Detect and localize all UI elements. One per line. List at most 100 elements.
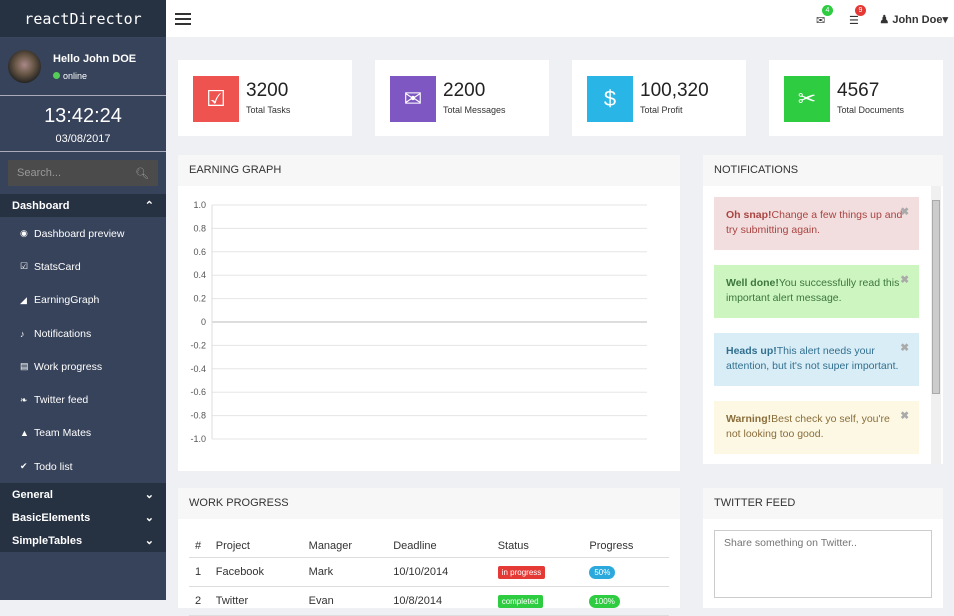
column-header: Deadline <box>387 535 492 558</box>
progress-badge: 50% <box>589 565 616 579</box>
stat-value: 3200 <box>246 80 289 101</box>
progress-badge: 100% <box>589 594 620 608</box>
nav-label: Twitter feed <box>34 394 89 407</box>
nav-label: Dashboard preview <box>34 227 125 240</box>
list-count-badge: 9 <box>855 5 866 16</box>
nav-tables-label: SimpleTables <box>12 534 83 547</box>
close-icon[interactable]: ✖ <box>900 410 909 422</box>
stat-label: Total Tasks <box>246 105 291 115</box>
tweet-input[interactable] <box>714 530 932 598</box>
nav-item-work-progress[interactable]: ▤ Work progress <box>0 350 166 384</box>
alert-title: Heads up! <box>726 345 777 357</box>
nav-label: Team Mates <box>34 427 92 440</box>
user-menu-label: John Doe <box>892 14 943 26</box>
deadline: 10/8/2014 <box>387 586 492 616</box>
notifications-panel: NOTIFICATIONS Oh snap!Change a few thing… <box>703 155 943 464</box>
search-icon[interactable]: 🔍︎ <box>135 167 149 180</box>
chevron-up-icon: ⌃ <box>144 200 154 212</box>
y-tick-label: 0.2 <box>193 294 206 304</box>
stat-label: Total Profit <box>640 105 683 115</box>
nav-general[interactable]: General ⌄ <box>0 483 166 507</box>
scrollbar[interactable] <box>931 186 941 464</box>
paperclip-icon: ✂ <box>784 76 830 122</box>
nav-label: Notifications <box>34 327 92 340</box>
scrollbar-thumb[interactable] <box>932 200 940 394</box>
column-header: Project <box>209 535 303 558</box>
chevron-down-icon: ⌄ <box>144 512 154 525</box>
twitter-icon: ❧ <box>20 394 28 405</box>
clock-date: 03/08/2017 <box>55 133 111 145</box>
stat-card-tasks: ☑ 3200 Total Tasks <box>178 60 352 136</box>
alert-title: Well done! <box>726 277 779 289</box>
brand-logo[interactable]: reactDirector <box>0 0 166 38</box>
column-header: Manager <box>302 535 388 558</box>
online-dot-icon <box>53 72 60 79</box>
nav-item-dashboard-preview[interactable]: ◉ Dashboard preview <box>0 217 166 251</box>
y-tick-label: 0 <box>201 317 206 327</box>
row-number: 1 <box>189 557 210 587</box>
alert-title: Oh snap! <box>726 209 772 221</box>
briefcase-icon: ▤ <box>20 361 29 372</box>
nav-item-notifications[interactable]: ♪ Notifications <box>0 316 166 351</box>
hamburger-menu-icon[interactable] <box>175 13 191 28</box>
user-icon: ▲ <box>20 428 29 439</box>
alert-text: Change a few things up and try submittin… <box>726 209 903 236</box>
status-badge: in progress <box>497 565 546 579</box>
y-tick-label: -0.6 <box>190 387 206 397</box>
stat-card-messages: ✉ 2200 Total Messages <box>375 60 549 136</box>
user-status: online <box>63 70 88 81</box>
stat-value: 100,320 <box>640 80 709 101</box>
search-input[interactable]: Search... 🔍︎ <box>8 160 158 186</box>
stat-value: 4567 <box>837 80 880 101</box>
column-header: Status <box>491 535 584 558</box>
nav-general-label: General <box>12 488 53 501</box>
project: Facebook <box>209 557 303 587</box>
nav-dashboard-label: Dashboard <box>12 199 70 212</box>
column-header: # <box>189 535 210 558</box>
mail-count-badge: 4 <box>822 5 833 16</box>
user-menu[interactable]: ♟ John Doe▾ <box>879 14 948 26</box>
nav-label: Work progress <box>34 360 103 373</box>
nav-item-todo-list[interactable]: ✔ Todo list <box>0 450 166 484</box>
y-tick-label: 0.8 <box>193 223 206 233</box>
top-bar: ✉ 4 ☰ 9 ♟ John Doe▾ <box>166 0 954 37</box>
y-tick-label: 0.4 <box>193 270 206 280</box>
envelope-icon[interactable]: ✉ 4 <box>816 5 833 27</box>
nav-dashboard[interactable]: Dashboard ⌃ <box>0 194 166 217</box>
nav-basic-elements[interactable]: BasicElements ⌄ <box>0 506 166 530</box>
nav-label: EarningGraph <box>34 294 100 307</box>
check-square-icon: ☑ <box>20 261 29 272</box>
project: Twitter <box>209 586 303 616</box>
row-number: 2 <box>189 586 210 616</box>
panel-title: NOTIFICATIONS <box>703 155 943 186</box>
alert-text: You successfully read this important ale… <box>726 277 900 304</box>
alert-text: Best check yo self, you're not looking t… <box>726 413 890 440</box>
nav-label: StatsCard <box>34 260 81 273</box>
close-icon[interactable]: ✖ <box>900 206 909 218</box>
envelope-icon: ✉ <box>390 76 436 122</box>
nav-item-earninggraph[interactable]: ◢ EarningGraph <box>0 283 166 317</box>
search-placeholder: Search... <box>17 167 62 179</box>
nav-item-twitter-feed[interactable]: ❧ Twitter feed <box>0 383 166 417</box>
column-header: Progress <box>583 535 669 558</box>
nav-label: Todo list <box>34 460 73 473</box>
panel-title: TWITTER FEED <box>703 488 943 519</box>
alert: Warning!Best check yo self, you're not l… <box>714 401 919 454</box>
alert: Well done!You successfully read this imp… <box>714 265 919 318</box>
panel-title: EARNING GRAPH <box>178 155 680 186</box>
close-icon[interactable]: ✖ <box>900 342 909 354</box>
stat-label: Total Messages <box>443 105 506 115</box>
work-progress-panel: WORK PROGRESS # Project Manager Deadline Sta… <box>178 488 680 616</box>
stat-card-documents: ✂ 4567 Total Documents <box>769 60 943 136</box>
alert: Heads up!This alert needs your attention… <box>714 333 919 386</box>
close-icon[interactable]: ✖ <box>900 274 909 286</box>
manager: Evan <box>302 586 388 616</box>
list-icon[interactable]: ☰ 9 <box>849 5 866 27</box>
nav-basic-label: BasicElements <box>12 511 91 524</box>
nav-item-statscard[interactable]: ☑ StatsCard <box>0 250 166 284</box>
nav-simple-tables[interactable]: SimpleTables ⌄ <box>0 529 166 553</box>
clock-time: 13:42:24 <box>44 105 122 127</box>
area-chart-icon: ◢ <box>20 294 27 305</box>
y-tick-label: 1.0 <box>193 200 206 210</box>
nav-item-team-mates[interactable]: ▲ Team Mates <box>0 416 166 451</box>
